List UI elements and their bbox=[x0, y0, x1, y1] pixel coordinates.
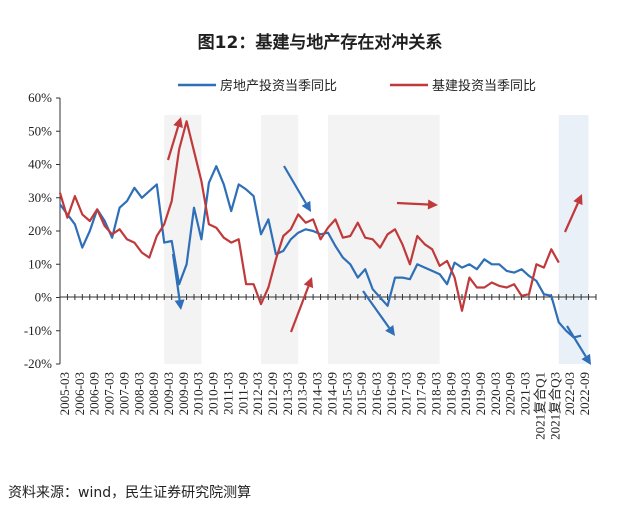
x-tick-label: 2015-09 bbox=[354, 372, 369, 415]
realestate-down-arrow bbox=[362, 290, 395, 336]
legend: 房地产投资当季同比 基建投资当季同比 bbox=[178, 78, 536, 94]
x-tick-label: 2018-09 bbox=[443, 372, 458, 415]
source-note: 资料来源：wind，民生证券研究院测算 bbox=[8, 485, 252, 501]
arrow-head bbox=[427, 199, 438, 210]
arrow-head bbox=[174, 299, 185, 310]
x-tick-label: 2010-09 bbox=[206, 372, 221, 415]
x-tick-label: 2015-03 bbox=[339, 372, 354, 415]
arrow-shaft bbox=[283, 165, 307, 204]
x-tick-label: 2005-03 bbox=[57, 372, 72, 415]
legend-label: 房地产投资当季同比 bbox=[220, 78, 337, 94]
infra-up-arrow bbox=[563, 194, 583, 233]
y-tick-label: -10% bbox=[24, 323, 52, 338]
x-tick-label: 2019-03 bbox=[458, 372, 473, 415]
arrow-head bbox=[385, 324, 395, 336]
arrow-shaft bbox=[171, 253, 181, 301]
x-tick-label: 2006-09 bbox=[87, 372, 102, 415]
x-tick-label: 2007-03 bbox=[102, 372, 117, 415]
arrow-head bbox=[581, 353, 591, 365]
x-tick-label: 2021复合Q1 bbox=[532, 372, 547, 440]
arrow-shaft bbox=[166, 126, 180, 161]
x-tick-label: 2011-03 bbox=[220, 372, 235, 415]
x-tick-label: 2020-03 bbox=[488, 372, 503, 415]
y-tick-label: 20% bbox=[28, 223, 52, 238]
x-tick-label: 2010-03 bbox=[191, 372, 206, 415]
y-tick-label: 10% bbox=[28, 256, 52, 271]
x-tick-label: 2006-03 bbox=[72, 372, 87, 415]
infra-up-arrow bbox=[289, 277, 314, 333]
x-tick-label: 2016-03 bbox=[369, 372, 384, 415]
infra-line bbox=[58, 120, 560, 312]
x-axis: 2005-03 2006-03 2006-09 2007-03 2007-09 2008-… bbox=[57, 294, 597, 440]
arrow-head bbox=[173, 117, 183, 129]
y-tick-label: 50% bbox=[28, 123, 52, 138]
x-tick-label: 2013-03 bbox=[280, 372, 295, 415]
realestate-line bbox=[59, 165, 582, 339]
x-tick-label: 2011-09 bbox=[235, 372, 250, 415]
y-tick-label: 30% bbox=[28, 190, 52, 205]
chart-title: 图12：基建与地产存在对冲关系 bbox=[197, 33, 443, 53]
arrow-shaft bbox=[396, 201, 429, 206]
x-tick-label: 2017-09 bbox=[414, 372, 429, 415]
legend-label: 基建投资当季同比 bbox=[432, 78, 536, 94]
infra-up-arrow bbox=[166, 117, 183, 161]
x-tick-label: 2022-09 bbox=[577, 372, 592, 415]
series-lines bbox=[58, 120, 582, 339]
x-tick-label: 2008-03 bbox=[131, 372, 146, 415]
x-tick-label: 2009-09 bbox=[176, 372, 191, 415]
x-tick-label: 2020-09 bbox=[503, 372, 518, 415]
x-tick-label: 2012-09 bbox=[265, 372, 280, 415]
realestate-down-arrow bbox=[283, 165, 311, 212]
arrow-head bbox=[303, 277, 314, 289]
realestate-down-arrow bbox=[171, 253, 185, 310]
realestate-down-arrow bbox=[566, 325, 591, 365]
y-tick-label: -20% bbox=[24, 356, 52, 371]
arrow-head bbox=[301, 200, 311, 212]
shaded-period bbox=[558, 115, 589, 364]
x-tick-label: 2009-03 bbox=[161, 372, 176, 415]
y-tick-label: 40% bbox=[28, 157, 52, 172]
x-tick-label: 2021复合Q3 bbox=[547, 372, 562, 440]
y-axis: -20% -10% 0% 10% 20% 30% 40% 50% 60% bbox=[24, 90, 61, 371]
y-tick-label: 60% bbox=[28, 90, 52, 105]
arrow-shaft bbox=[362, 290, 391, 329]
x-tick-label: 2021-03 bbox=[518, 372, 533, 415]
x-tick-label: 2013-09 bbox=[295, 372, 310, 415]
x-tick-label: 2014-03 bbox=[310, 372, 325, 415]
x-tick-label: 2018-03 bbox=[428, 372, 443, 415]
infra-right-arrow bbox=[396, 199, 438, 210]
x-tick-label: 2007-09 bbox=[116, 372, 131, 415]
x-tick-label: 2019-09 bbox=[473, 372, 488, 415]
trend-arrows bbox=[166, 117, 591, 365]
x-tick-label: 2022-03 bbox=[562, 372, 577, 415]
y-tick-label: 0% bbox=[35, 290, 53, 305]
arrow-shaft bbox=[566, 325, 587, 358]
x-tick-label: 2008-09 bbox=[146, 372, 161, 415]
x-tick-label: 2017-03 bbox=[399, 372, 414, 415]
x-tick-label: 2014-09 bbox=[324, 372, 339, 415]
x-tick-label: 2016-09 bbox=[384, 372, 399, 415]
arrow-shaft bbox=[563, 202, 579, 233]
arrow-head bbox=[573, 194, 583, 206]
arrow-shaft bbox=[289, 285, 310, 333]
x-tick-label: 2012-03 bbox=[250, 372, 265, 415]
